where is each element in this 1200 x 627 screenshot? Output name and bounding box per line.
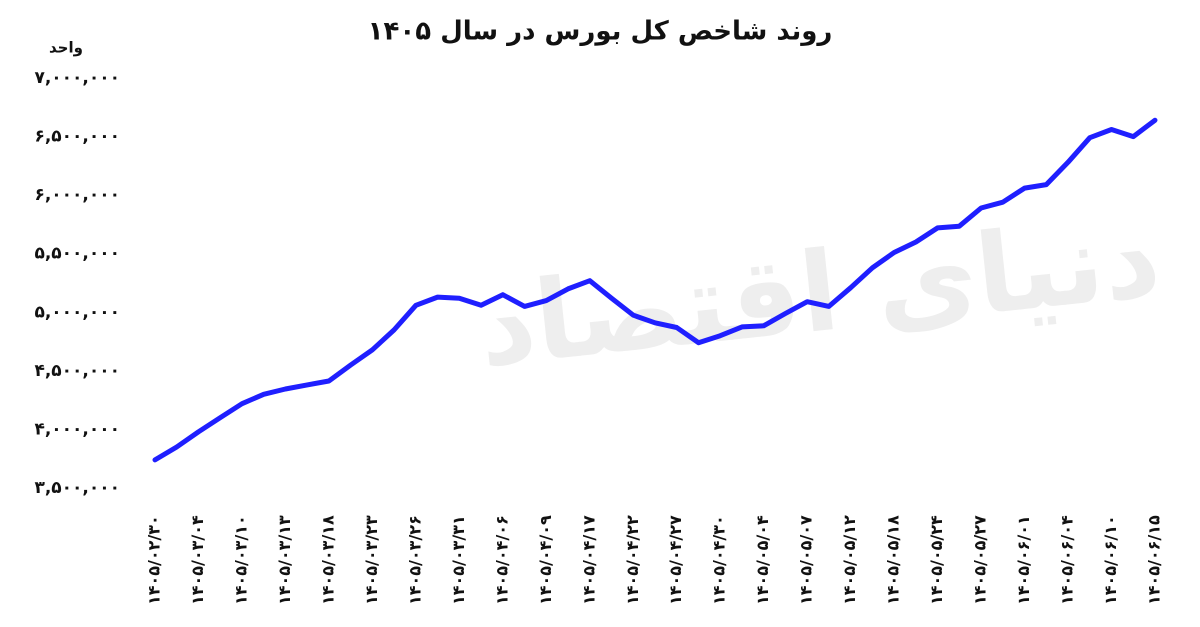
x-tick-label: ۱۴۰۵/۰۴/۱۷ bbox=[579, 515, 598, 605]
x-tick-label: ۱۴۰۵/۰۲/۳۰ bbox=[145, 515, 164, 605]
y-tick-label: ۷,۰۰۰,۰۰۰ bbox=[34, 68, 120, 88]
x-tick-label: ۱۴۰۵/۰۵/۱۸ bbox=[884, 515, 903, 605]
x-tick-label: ۱۴۰۵/۰۴/۰۶ bbox=[492, 515, 511, 605]
x-tick-label: ۱۴۰۵/۰۳/۱۳ bbox=[275, 515, 294, 605]
y-tick-label: ۳,۵۰۰,۰۰۰ bbox=[34, 478, 120, 498]
x-tick-label: ۱۴۰۵/۰۶/۱۵ bbox=[1145, 515, 1164, 605]
x-tick-label: ۱۴۰۵/۰۵/۲۷ bbox=[971, 515, 990, 605]
x-tick-label: ۱۴۰۵/۰۵/۲۴ bbox=[927, 515, 946, 605]
x-tick-label: ۱۴۰۵/۰۴/۲۷ bbox=[666, 515, 685, 605]
x-tick-label: ۱۴۰۵/۰۳/۱۰ bbox=[231, 515, 250, 605]
x-tick-label: ۱۴۰۵/۰۶/۱۰ bbox=[1101, 515, 1120, 605]
x-tick-label: ۱۴۰۵/۰۴/۲۲ bbox=[623, 515, 642, 605]
x-tick-label: ۱۴۰۵/۰۳/۲۶ bbox=[405, 515, 424, 605]
x-tick-label: ۱۴۰۵/۰۳/۰۴ bbox=[188, 515, 207, 605]
x-tick-label: ۱۴۰۵/۰۵/۱۲ bbox=[840, 515, 859, 605]
x-tick-label: ۱۴۰۵/۰۳/۱۸ bbox=[318, 515, 337, 605]
x-tick-label: ۱۴۰۵/۰۶/۰۱ bbox=[1014, 515, 1033, 605]
x-tick-label: ۱۴۰۵/۰۴/۰۹ bbox=[536, 515, 555, 605]
line bbox=[152, 117, 1158, 463]
y-axis-label: واحد bbox=[49, 39, 83, 57]
y-tick-label: ۵,۰۰۰,۰۰۰ bbox=[34, 302, 120, 322]
x-tick-label: ۱۴۰۵/۰۵/۰۷ bbox=[797, 515, 816, 605]
x-tick-label: ۱۴۰۵/۰۵/۰۴ bbox=[753, 515, 772, 605]
y-tick-label: ۴,۰۰۰,۰۰۰ bbox=[34, 419, 120, 439]
y-tick-label: ۶,۵۰۰,۰۰۰ bbox=[34, 127, 120, 147]
x-tick-label: ۱۴۰۵/۰۳/۳۱ bbox=[449, 515, 468, 605]
x-tick-label: ۱۴۰۵/۰۳/۲۳ bbox=[362, 515, 381, 605]
chart-title: روند شاخص کل بورس در سال ۱۴۰۵ bbox=[368, 17, 833, 47]
y-tick-label: ۵,۵۰۰,۰۰۰ bbox=[34, 244, 120, 264]
y-tick-label: ۶,۰۰۰,۰۰۰ bbox=[34, 185, 120, 205]
y-tick-label: ۴,۵۰۰,۰۰۰ bbox=[34, 361, 120, 381]
x-tick-label: ۱۴۰۵/۰۶/۰۴ bbox=[1058, 515, 1077, 605]
x-tick-label: ۱۴۰۵/۰۴/۳۰ bbox=[710, 515, 729, 605]
